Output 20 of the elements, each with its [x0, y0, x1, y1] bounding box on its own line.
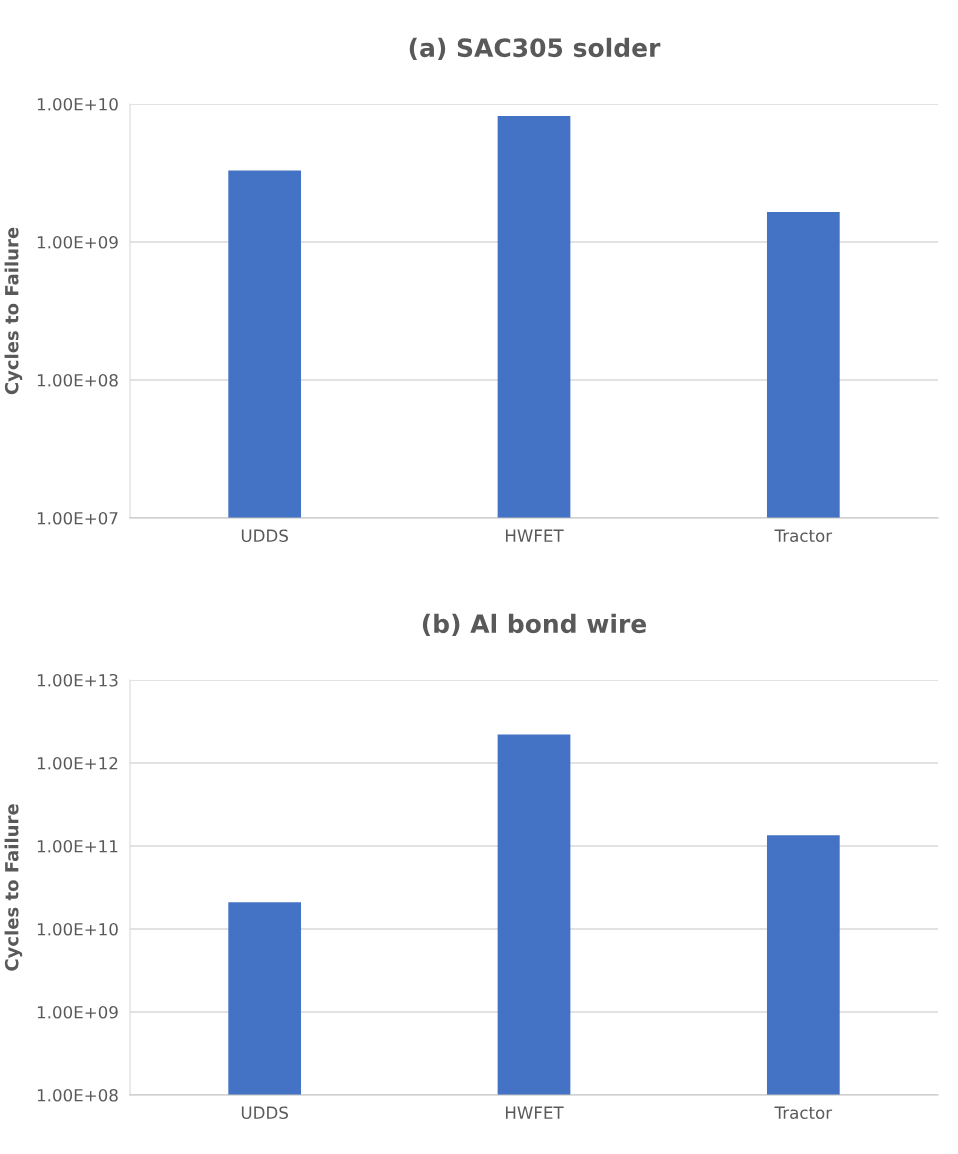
y-tick-label: 1.00E+07: [37, 511, 118, 525]
x-tick-label: Tractor: [774, 1106, 833, 1120]
chart-title: (b) Al bond wire: [422, 613, 647, 637]
x-tick-label: HWFET: [505, 1106, 564, 1119]
x-tick-label: Tractor: [774, 529, 833, 543]
y-tick-label: 1.00E+08: [37, 1088, 118, 1102]
y-tick-label: 1.00E+10: [37, 97, 118, 111]
y-tick-label: 1.00E+09: [37, 235, 118, 249]
y-tick-label: 1.00E+12: [37, 756, 118, 770]
x-tick-label: UDDS: [241, 1106, 288, 1120]
x-tick-label: HWFET: [505, 529, 564, 542]
y-axis-title: Cycles to Failure: [4, 804, 23, 971]
y-axis-title: Cycles to Failure: [4, 227, 23, 395]
y-tick-label: 1.00E+09: [37, 1005, 118, 1019]
chart-title: (a) SAC305 solder: [409, 37, 661, 61]
x-tick-label: UDDS: [241, 529, 288, 543]
y-tick-label: 1.00E+10: [37, 922, 118, 936]
y-tick-label: 1.00E+13: [37, 673, 118, 687]
y-tick-label: 1.00E+08: [37, 373, 118, 387]
y-tick-label: 1.00E+11: [37, 839, 118, 853]
